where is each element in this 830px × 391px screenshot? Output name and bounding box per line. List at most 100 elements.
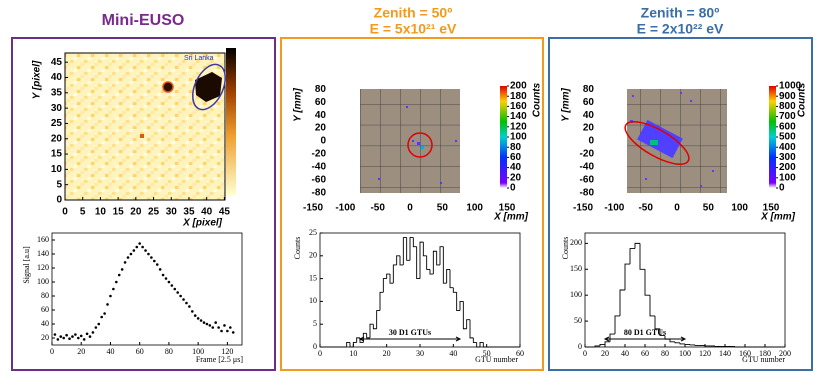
x-tick-label: 50 bbox=[483, 349, 491, 358]
histogram-step bbox=[416, 246, 420, 280]
x-tick-label: 40 bbox=[449, 349, 457, 358]
colorbar-tick-label: 0 bbox=[510, 183, 516, 194]
y-axis-label: Counts bbox=[561, 237, 570, 260]
data-point bbox=[65, 333, 68, 337]
x-tick-label: 0 bbox=[62, 207, 68, 218]
histogram-step bbox=[389, 274, 394, 284]
x-tick-label: 150 bbox=[499, 203, 516, 214]
data-point bbox=[188, 305, 191, 308]
histogram-step bbox=[426, 255, 430, 270]
colorbar-tick-label: 700 bbox=[779, 111, 796, 122]
histogram-step bbox=[694, 344, 700, 346]
data-point bbox=[179, 294, 182, 298]
colorbar-tick-label: 40 bbox=[510, 162, 522, 173]
y-tick-label: 10 bbox=[309, 296, 317, 305]
colorbar-label: Counts bbox=[532, 82, 543, 117]
y-tick-label: 5 bbox=[313, 319, 317, 328]
data-point bbox=[59, 335, 63, 338]
panel-title: Mini-EUSO bbox=[102, 12, 185, 29]
x-tick-label: 40 bbox=[621, 349, 629, 358]
y-tick-label: 150 bbox=[570, 264, 582, 273]
x-tick-label: 20 bbox=[77, 347, 85, 356]
x-tick-label: 25 bbox=[148, 207, 160, 218]
x-tick-label: 200 bbox=[779, 349, 791, 358]
histogram-step bbox=[654, 315, 660, 330]
x-tick-label: 5 bbox=[80, 207, 86, 218]
x-tick-label: 120 bbox=[221, 347, 233, 356]
data-point bbox=[199, 319, 203, 322]
histogram-step bbox=[479, 341, 484, 347]
x-tick-label: 20 bbox=[383, 349, 391, 358]
x-tick-label: 20 bbox=[601, 349, 609, 358]
data-point bbox=[126, 256, 130, 259]
y-tick-label: 25 bbox=[309, 228, 317, 237]
y-tick-label: 200 bbox=[570, 238, 582, 247]
data-point bbox=[97, 322, 101, 326]
data-point bbox=[135, 245, 139, 249]
colorbar-tick-label: 200 bbox=[779, 162, 796, 173]
histogram-step bbox=[376, 310, 380, 329]
x-tick-label: 20 bbox=[130, 207, 142, 218]
heatmap-spot bbox=[162, 81, 174, 93]
histogram-step bbox=[436, 251, 440, 266]
histogram-step bbox=[446, 269, 450, 284]
colorbar-tick-label: 100 bbox=[510, 132, 527, 143]
histogram-step bbox=[352, 341, 357, 347]
histogram-step bbox=[599, 343, 605, 346]
colorbar-tick-label: 900 bbox=[779, 91, 796, 102]
data-point bbox=[147, 252, 150, 256]
data-point bbox=[62, 336, 65, 340]
y-tick-label: 25 bbox=[51, 118, 63, 129]
colorbar bbox=[226, 48, 236, 195]
y-tick-label: 80 bbox=[583, 84, 595, 95]
y-tick-label: 60 bbox=[41, 305, 49, 314]
data-point bbox=[211, 326, 215, 329]
data-point bbox=[226, 329, 229, 333]
colorbar-tick-label: 500 bbox=[779, 132, 796, 143]
data-point bbox=[120, 268, 124, 271]
data-point bbox=[176, 291, 179, 294]
x-tick-label: -100 bbox=[604, 203, 624, 214]
x-tick-label: 100 bbox=[731, 203, 748, 214]
heatmap-image bbox=[64, 52, 226, 201]
histogram-step bbox=[396, 255, 400, 265]
x-axis-label: X [pixel] bbox=[182, 218, 223, 229]
x-tick-label: 80 bbox=[165, 347, 173, 356]
annotation: 80 D1 GTUs bbox=[624, 328, 666, 337]
y-tick-label: 0 bbox=[578, 342, 582, 351]
data-point bbox=[164, 277, 168, 280]
y-tick-label: 35 bbox=[51, 87, 63, 98]
y-tick-label: 0 bbox=[313, 342, 317, 351]
panel-subtitle: E = 2x10²² eV bbox=[637, 21, 724, 37]
data-point bbox=[79, 334, 83, 338]
y-axis-label: Y [mm] bbox=[561, 87, 572, 121]
data-point bbox=[158, 268, 162, 271]
histogram-step bbox=[432, 250, 437, 275]
region-circle bbox=[407, 132, 433, 158]
x-tick-label: 30 bbox=[416, 349, 424, 358]
x-tick-label: 50 bbox=[703, 203, 715, 214]
histogram-step bbox=[459, 300, 464, 311]
y-tick-label: 0 bbox=[56, 195, 62, 206]
x-tick-label: 10 bbox=[349, 349, 357, 358]
data-point bbox=[223, 324, 226, 327]
data-point bbox=[94, 326, 98, 329]
y-tick-label: 0 bbox=[320, 136, 326, 147]
colorbar bbox=[500, 86, 507, 188]
y-tick-label: 5 bbox=[56, 179, 62, 190]
data-point bbox=[85, 332, 89, 336]
y-tick-label: 20 bbox=[309, 251, 317, 260]
y-axis-label: Y [pixel] bbox=[32, 60, 43, 99]
colorbar-tick-label: 300 bbox=[779, 152, 796, 163]
detector-image bbox=[360, 89, 460, 193]
data-point bbox=[191, 310, 194, 313]
histogram-step bbox=[439, 246, 444, 265]
x-tick-label: 15 bbox=[113, 207, 125, 218]
y-tick-label: 20 bbox=[51, 133, 63, 144]
colorbar-label: Counts bbox=[797, 82, 808, 117]
y-tick-label: 30 bbox=[51, 103, 63, 114]
x-tick-label: -50 bbox=[638, 203, 653, 214]
histogram-step bbox=[419, 241, 424, 279]
data-point bbox=[167, 280, 171, 284]
x-tick-label: 100 bbox=[466, 203, 483, 214]
